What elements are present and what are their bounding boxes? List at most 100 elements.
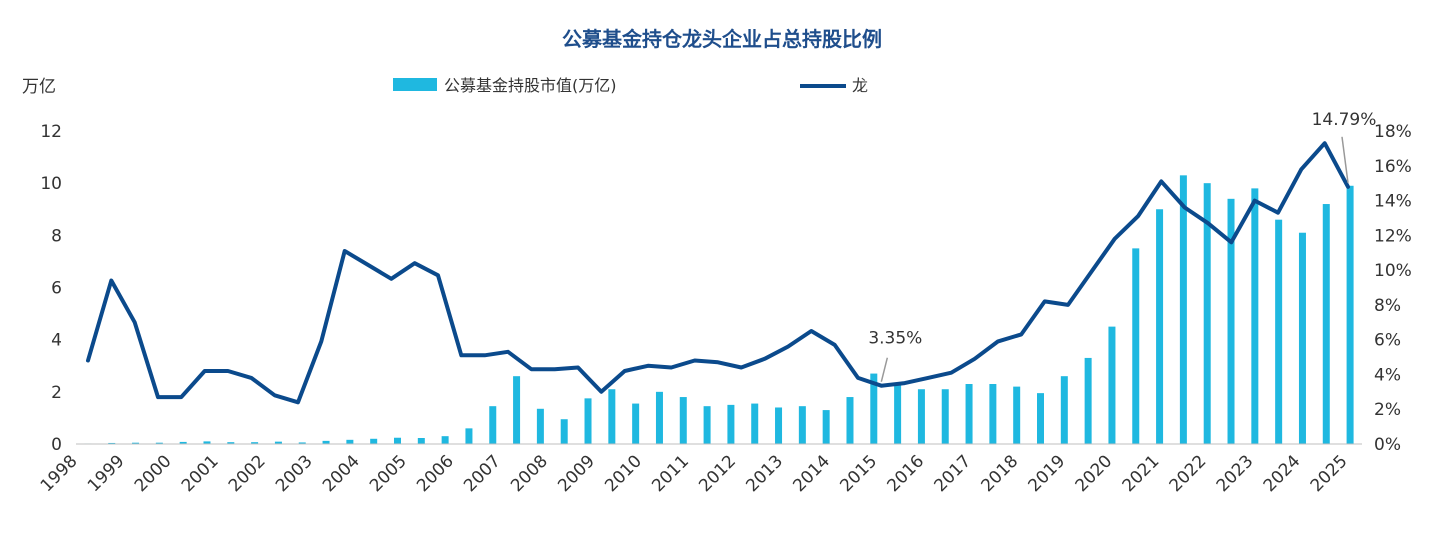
bar [489,406,497,444]
chart-title: 公募基金持仓龙头企业占总持股比例 [562,27,882,51]
bar [203,441,211,444]
y-right-tick-label: 16% [1374,157,1412,177]
bar [1227,198,1235,444]
x-tick-label: 2012 [695,451,740,496]
bar [798,406,806,444]
y-right-tick-label: 0% [1374,435,1401,455]
bar [370,438,378,444]
x-tick-label: 2013 [742,451,787,496]
bar [132,442,140,444]
bar [1060,376,1068,444]
bar [965,384,973,444]
x-tick-label: 2025 [1307,451,1352,496]
x-tick-label: 2001 [178,451,223,496]
annotation-label: 14.79% [1312,110,1377,130]
x-tick-label: 2004 [319,451,364,496]
bar [703,406,711,444]
bar [775,407,783,444]
bar [1108,326,1116,444]
bar [179,441,187,444]
y-right-tick-label: 14% [1374,192,1412,212]
bar [1322,204,1330,444]
bar [941,389,949,444]
x-tick-label: 2015 [836,451,881,496]
x-tick-label: 2006 [413,451,458,496]
bar [1346,185,1354,444]
bar-series [84,175,1354,444]
y-left-tick-label: 0 [51,435,62,455]
legend-obscured-overlay [862,72,1032,98]
bar [870,373,878,444]
y-left-tick-label: 2 [51,383,62,403]
bar [584,398,592,444]
bar [322,440,330,444]
bar [441,436,449,444]
bar [989,384,997,444]
y-left-unit-label: 万亿 [22,77,56,97]
y-left-tick-label: 8 [51,226,62,246]
bar [846,397,854,444]
legend: 公募基金持股市值(万亿) 龙 [393,72,1032,98]
y-right-tick-label: 10% [1374,261,1412,281]
x-tick-label: 2009 [554,451,599,496]
bar [155,442,163,444]
x-axis: 1998 1999 2000 2001 2002 2003 2004 2005 2006 2007… [37,451,1352,496]
annotation-leader [880,357,889,382]
x-tick-label: 2023 [1213,451,1258,496]
x-tick-label: 2011 [648,451,693,496]
x-tick-label: 2019 [1025,451,1070,496]
bar [1084,357,1092,444]
bar [608,389,616,444]
line-series [86,141,1350,405]
y-right-axis: 0% 2% 4% 6% 8% 10% 12% 14% 16% 18% [1374,122,1412,455]
x-tick-label: 2022 [1166,451,1211,496]
y-left-tick-label: 4 [51,331,62,351]
x-tick-label: 2018 [978,451,1023,496]
bar [251,442,259,444]
x-tick-label: 2017 [931,451,976,496]
x-tick-label: 1999 [84,451,129,496]
bar [1251,188,1259,444]
bar [727,404,735,444]
bar [751,403,759,444]
bar [227,442,235,444]
line-path [86,141,1350,405]
x-tick-label: 2008 [507,451,552,496]
y-left-tick-label: 6 [51,279,62,299]
bar [298,442,306,444]
bar [108,442,116,444]
bar [1298,232,1306,444]
y-left-axis: 0 2 4 6 8 10 12 [40,122,62,455]
bar [1156,209,1164,444]
x-tick-label: 2024 [1260,451,1305,496]
bar [417,438,425,444]
x-tick-label: 2020 [1072,451,1117,496]
bar [917,389,925,444]
bar [346,439,354,444]
y-left-tick-label: 10 [40,174,62,194]
bar [560,419,568,444]
annotations: 3.35% 14.79% [868,110,1376,382]
bar [513,376,521,444]
x-tick-label: 2005 [366,451,411,496]
bar [655,391,663,444]
bar [274,441,282,444]
x-tick-label: 2000 [131,451,176,496]
legend-bar-label: 公募基金持股市值(万亿) [444,76,617,95]
x-tick-label: 2010 [601,451,646,496]
y-right-tick-label: 4% [1374,365,1401,385]
bar [1275,219,1283,444]
bar [679,397,687,444]
annotation-label: 3.35% [868,329,922,349]
y-right-tick-label: 12% [1374,226,1412,246]
bar [894,384,902,444]
legend-bar-swatch [393,78,437,91]
x-tick-label: 2002 [225,451,270,496]
bar [536,408,544,444]
bar [394,437,401,444]
x-tick-label: 2007 [460,451,505,496]
bar [465,428,473,444]
x-tick-label: 2016 [883,451,928,496]
x-tick-label: 2003 [272,451,317,496]
